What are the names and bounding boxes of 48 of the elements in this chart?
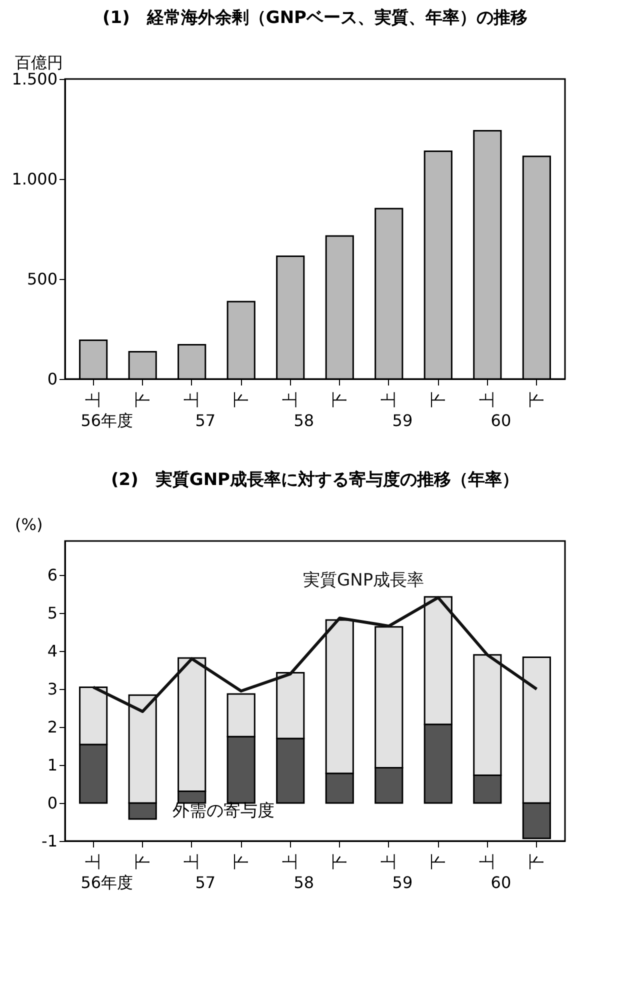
text: 56年度	[80, 411, 134, 430]
x-tick-label: 下	[132, 854, 152, 870]
x-tick-label: 上	[477, 854, 496, 870]
y-tick-label: 1	[47, 756, 58, 775]
x-tick-label: 上	[477, 392, 496, 408]
x-tick-label: 上	[182, 854, 201, 870]
x-tick-label: 上	[378, 854, 398, 870]
y-tick-label: 2	[47, 718, 58, 737]
text: 60	[490, 411, 512, 430]
y-tick-label: 1.500	[12, 70, 58, 88]
y-axis-title: 百億円	[15, 53, 63, 72]
y-axis-title: (%)	[15, 515, 43, 534]
y-tick-label: 6	[47, 566, 58, 585]
chart-title: (1) 経常海外余剰（GNPベース、実質、年率）の推移	[102, 8, 528, 28]
x-tick-label: 上	[83, 392, 102, 408]
text: 57	[195, 873, 216, 892]
text: 56年度	[80, 873, 134, 892]
x-tick-label: 下	[330, 854, 349, 870]
y-tick-label: 0	[47, 370, 58, 388]
text: 60	[490, 873, 512, 892]
x-tick-label: 下	[231, 392, 250, 408]
x-tick-label: 下	[428, 392, 448, 408]
text: 58	[294, 873, 314, 892]
x-tick-label: 上	[280, 854, 300, 870]
x-tick-label: 上	[182, 392, 201, 408]
text: 59	[392, 873, 413, 892]
x-tick-label: 下	[231, 854, 250, 870]
y-tick-label: -1	[42, 832, 58, 850]
x-tick-label: 上	[83, 854, 102, 870]
x-tick-label: 下	[330, 392, 349, 408]
text: 58	[294, 411, 314, 430]
x-tick-label: 下	[526, 392, 546, 408]
x-tick-label: 上	[378, 392, 398, 408]
chart-title: (2) 実質GNP成長率に対する寄与度の推移（年率）	[110, 470, 520, 490]
y-tick-label: 0	[47, 794, 58, 813]
text: 59	[392, 411, 413, 430]
x-tick-label: 下	[132, 392, 152, 408]
y-tick-label: 3	[47, 680, 58, 699]
text: 57	[195, 411, 216, 430]
x-tick-label: 下	[428, 854, 448, 870]
y-tick-label: 500	[26, 270, 58, 288]
y-tick-label: 4	[47, 642, 58, 661]
x-tick-label: 下	[526, 854, 546, 870]
line-series	[92, 596, 538, 714]
series-label: 実質GNP成長率	[302, 570, 424, 591]
y-tick-label: 5	[47, 604, 58, 623]
y-tick-label: 1.000	[12, 170, 58, 188]
x-tick-label: 上	[280, 392, 300, 408]
